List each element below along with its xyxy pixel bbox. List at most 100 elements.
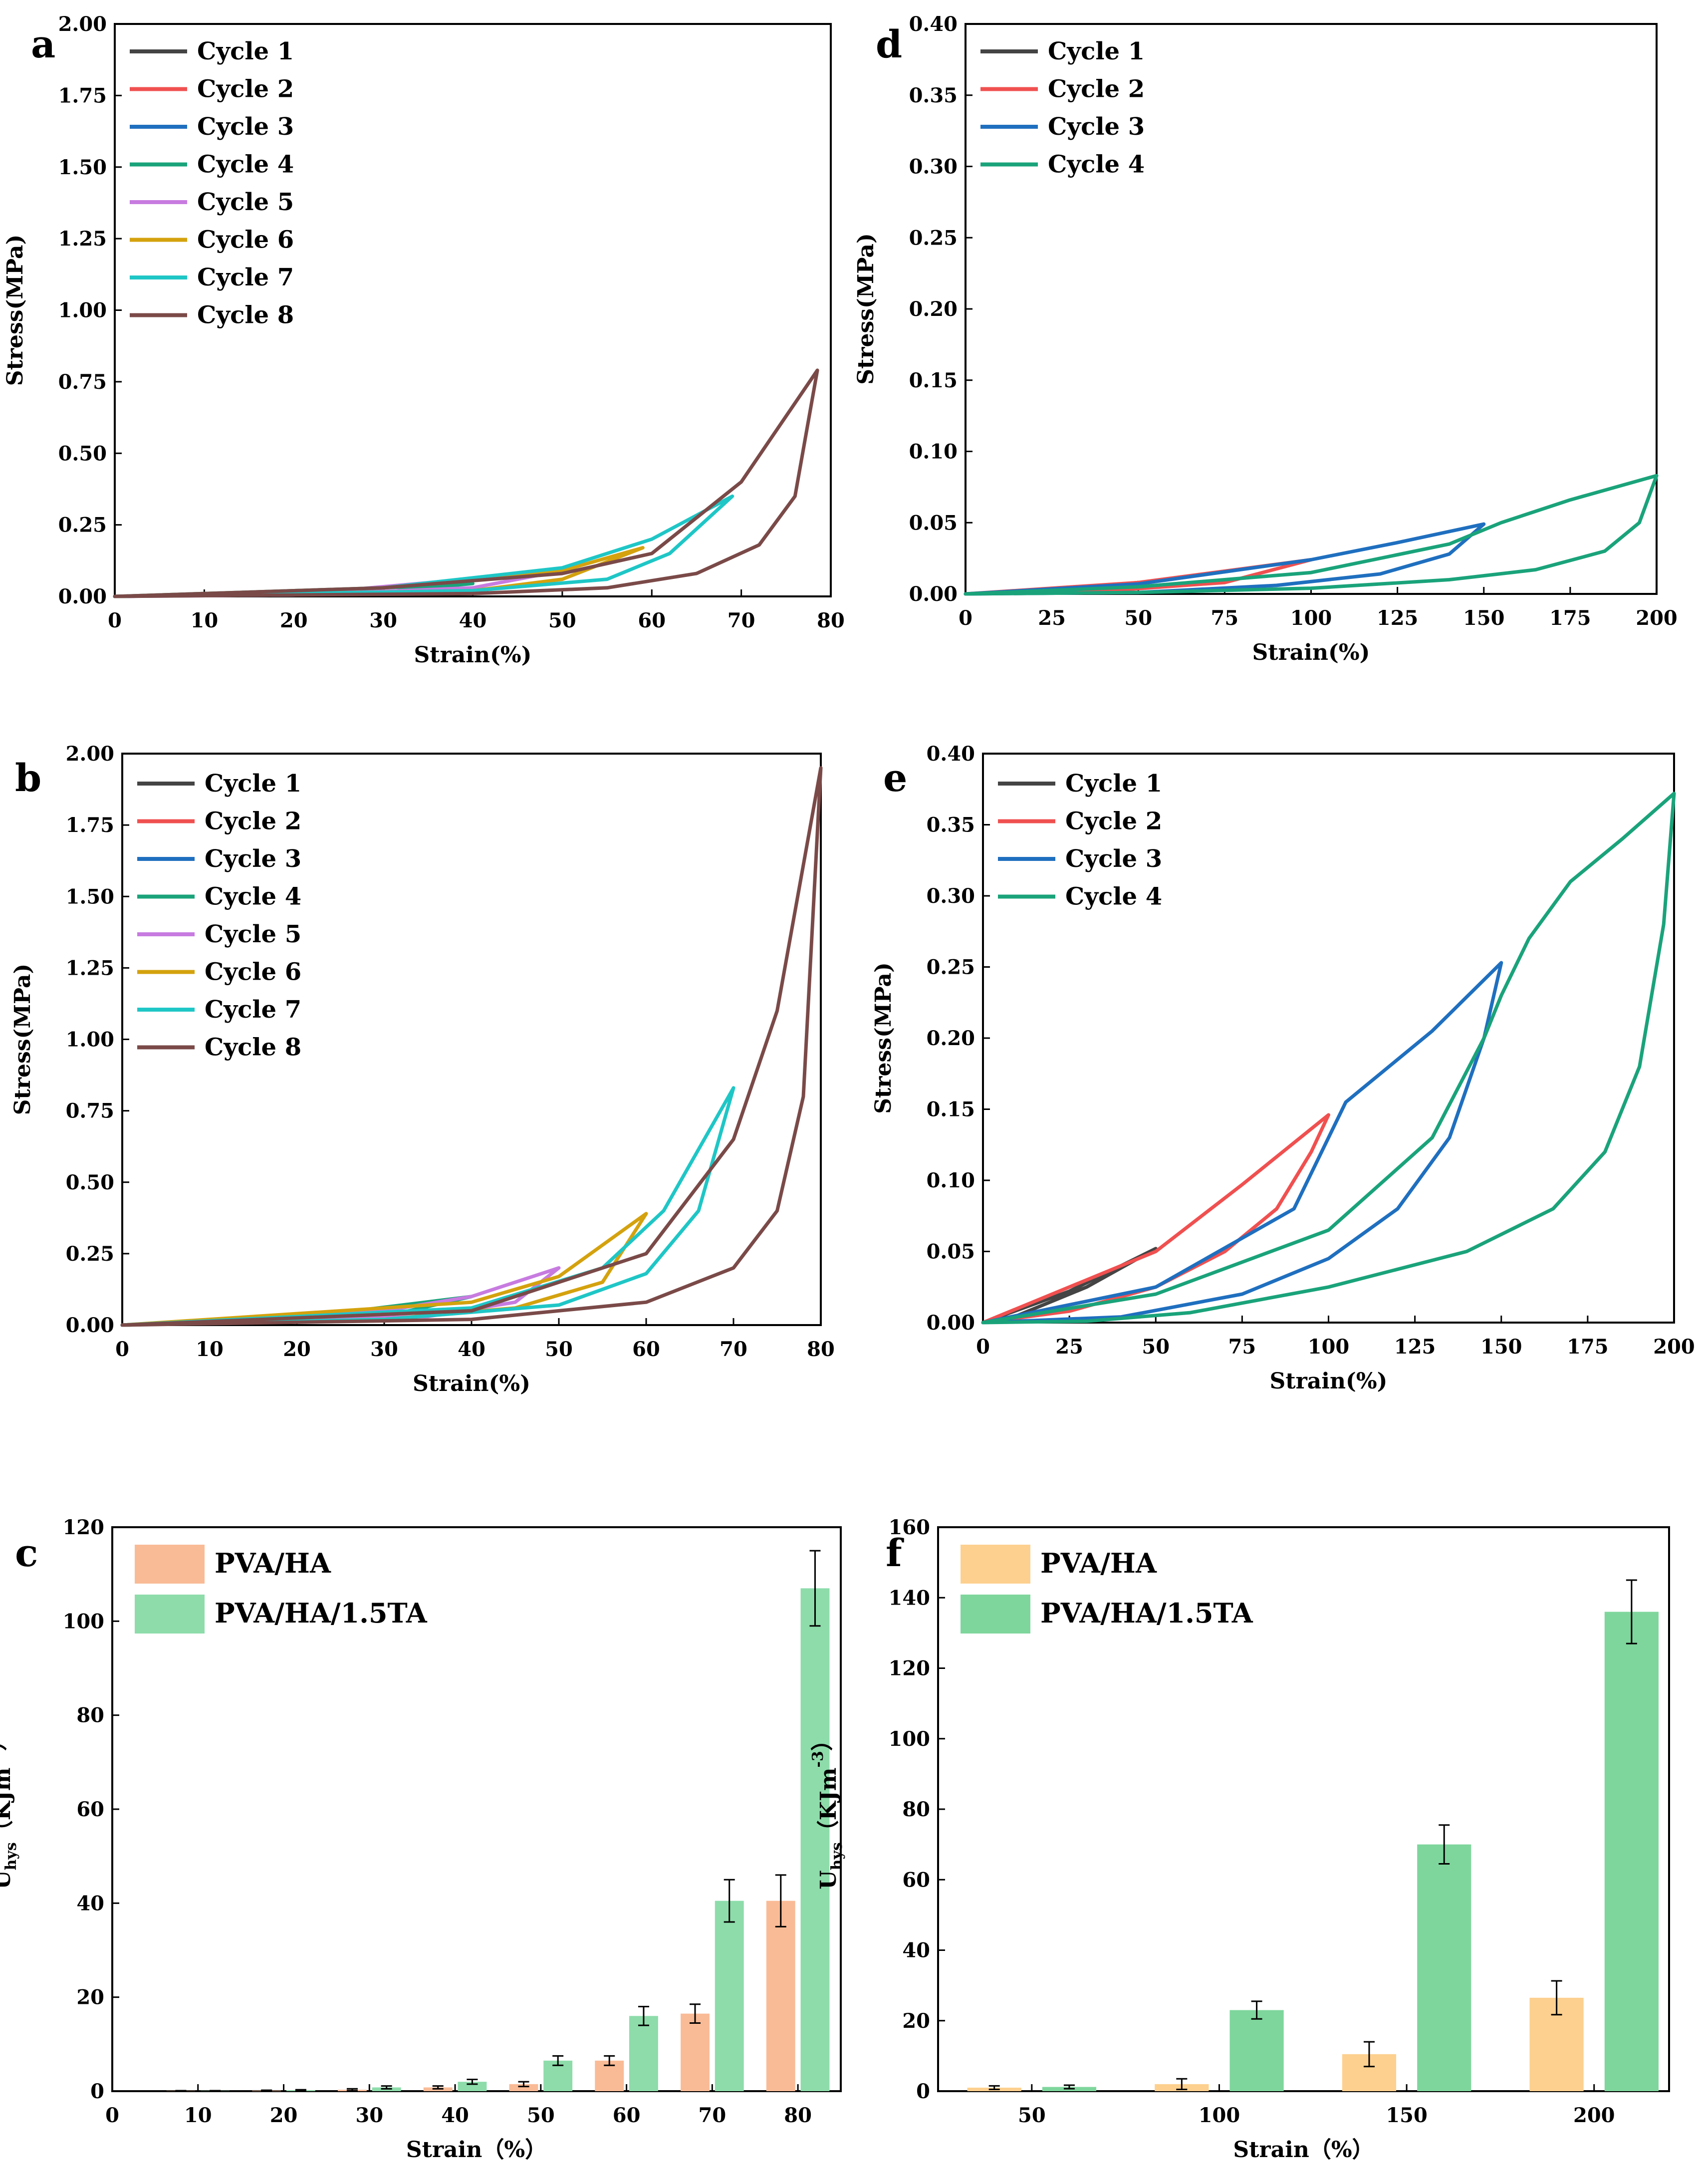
legend-label: Cycle 4 [1065, 883, 1162, 911]
y-tick-label: 0 [90, 2080, 104, 2103]
x-tick-label: 100 [1199, 2104, 1240, 2127]
y-tick-label: 140 [889, 1586, 931, 1610]
chart-panel-a: a 0.00 0.25 0.50 0.75 1.00 1.25 1.50 1.75 2.00 0 10… [2, 12, 845, 668]
x-tick-label: 200 [1636, 606, 1678, 630]
legend-label: PVA/HA/1.5TA [215, 1597, 428, 1629]
x-tick-label: 20 [270, 2104, 298, 2127]
x-tick-label: 80 [807, 1338, 835, 1361]
y-tick-label: 1.75 [66, 814, 114, 837]
x-tick-label: 150 [1463, 606, 1505, 630]
x-tick-label: 175 [1567, 1335, 1609, 1359]
panel-label: f [886, 1531, 904, 1575]
legend-label: Cycle 2 [1048, 75, 1145, 103]
y-tick-label: 0.50 [58, 442, 107, 465]
x-tick-label: 80 [817, 609, 845, 632]
panel-label: a [31, 22, 55, 66]
x-tick-label: 100 [1290, 606, 1332, 630]
series-line-cycle-4 [981, 792, 1676, 1325]
y-tick-label: 0.25 [909, 226, 958, 250]
x-tick-label: 60 [632, 1338, 660, 1361]
y-axis-label-close: ） [0, 1729, 9, 1751]
y-axis-label: Stress(MPa) [853, 233, 879, 385]
x-tick-label: 40 [459, 609, 487, 632]
x-tick-label: 70 [728, 609, 755, 632]
x-tick-label: 30 [355, 2104, 383, 2127]
x-tick-label: 70 [699, 2104, 727, 2127]
y-tick-label: 1.75 [58, 84, 107, 107]
y-tick-label: 20 [76, 1986, 104, 2009]
x-tick-label: 75 [1228, 1335, 1256, 1359]
y-axis-label-main: U [0, 1870, 15, 1889]
legend-label: Cycle 7 [197, 264, 294, 291]
legend-label: Cycle 1 [205, 770, 301, 798]
x-tick-label: 175 [1549, 606, 1591, 630]
chart-panel-c: c 0 20 40 60 80 100 120 0 10 20 30 40 50 60 70 80 Strain（… [0, 1516, 842, 2163]
legend-swatch [961, 1545, 1030, 1584]
y-tick-label: 0.00 [66, 1314, 114, 1337]
x-tick-label: 30 [370, 1338, 398, 1361]
x-tick-label: 20 [283, 1338, 311, 1361]
bar [1604, 1612, 1659, 2091]
legend-label: Cycle 8 [205, 1034, 301, 1062]
y-axis-label-sup: -3 [809, 1751, 827, 1767]
legend-label: Cycle 3 [1065, 845, 1162, 873]
x-tick-label: 100 [1308, 1335, 1350, 1359]
x-tick-label: 50 [1142, 1335, 1170, 1359]
y-tick-label: 0.20 [927, 1027, 975, 1050]
legend-label: Cycle 1 [197, 37, 294, 65]
x-axis-label: Strain(%) [413, 1371, 530, 1396]
y-axis-label-rest: （KJm [0, 1768, 15, 1843]
x-axis-label: Strain（%） [406, 2137, 547, 2163]
y-tick-label: 1.50 [66, 885, 114, 908]
legend-label: Cycle 1 [1048, 37, 1145, 65]
legend-label: PVA/HA [1040, 1547, 1157, 1579]
panel-label: d [876, 22, 902, 66]
legend-label: Cycle 2 [205, 808, 301, 835]
x-tick-label: 200 [1653, 1335, 1695, 1359]
y-tick-label: 0.25 [927, 956, 975, 979]
bar [509, 2084, 538, 2091]
y-tick-label: 120 [889, 1657, 931, 1680]
series-line-cycle-8 [120, 766, 823, 1327]
y-tick-label: 0 [916, 2080, 930, 2103]
legend-label: Cycle 2 [1065, 808, 1162, 835]
y-axis-label: Stress(MPa) [871, 962, 896, 1114]
y-tick-label: 1.25 [58, 227, 107, 251]
legend-label: Cycle 4 [1048, 151, 1145, 179]
y-tick-label: 0.10 [909, 440, 958, 464]
y-tick-label: 120 [63, 1516, 105, 1539]
x-tick-label: 50 [545, 1338, 573, 1361]
y-tick-label: 0.05 [909, 511, 958, 535]
y-tick-label: 2.00 [66, 742, 114, 766]
legend-label: Cycle 3 [1048, 113, 1145, 141]
legend-swatch [135, 1545, 205, 1584]
y-tick-label: 1.00 [66, 1028, 114, 1052]
x-tick-label: 0 [976, 1335, 990, 1359]
x-tick-label: 75 [1211, 606, 1239, 630]
legend-label: Cycle 1 [1065, 770, 1162, 798]
y-axis-label: Stress(MPa) [10, 964, 35, 1115]
y-tick-label: 0.30 [927, 884, 975, 908]
bar [800, 1588, 830, 2091]
series-line-cycle-4 [964, 474, 1659, 596]
x-tick-label: 30 [369, 609, 397, 632]
x-tick-label: 25 [1038, 606, 1066, 630]
y-tick-label: 1.50 [58, 156, 107, 179]
legend-label: Cycle 6 [205, 958, 301, 986]
x-tick-label: 0 [105, 2104, 119, 2127]
x-tick-label: 80 [784, 2104, 812, 2127]
x-axis-label: Strain(%) [1270, 1368, 1388, 1394]
y-tick-label: 20 [902, 2009, 930, 2033]
y-tick-label: 1.00 [58, 299, 107, 322]
x-tick-label: 40 [441, 2104, 469, 2127]
x-tick-label: 0 [108, 609, 122, 632]
y-tick-label: 0.75 [66, 1099, 114, 1123]
legend-label: Cycle 5 [197, 188, 294, 216]
y-axis-label: Uhys（KJm-3） [0, 1729, 20, 1889]
legend-label: Cycle 6 [197, 226, 294, 254]
y-axis-label-main: U [816, 1870, 841, 1889]
y-tick-label: 40 [76, 1892, 104, 1915]
series-line-cycle-8 [113, 368, 819, 598]
y-tick-label: 0.75 [58, 370, 107, 394]
chart-panel-d: d 0.00 0.05 0.10 0.15 0.20 0.25 0.30 0.35 0.40 0 25… [853, 12, 1678, 665]
